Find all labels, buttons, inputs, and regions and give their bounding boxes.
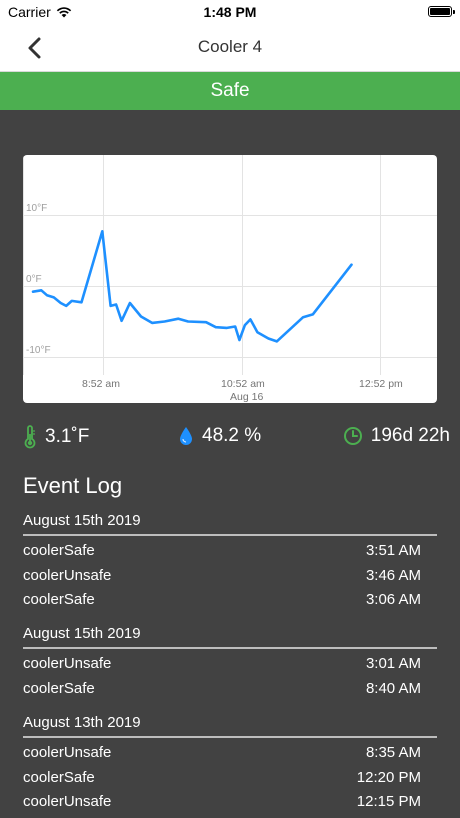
status-bar: Carrier 1:48 PM <box>0 0 460 24</box>
log-group-date: August 15th 2019 <box>23 512 141 529</box>
event-time: 3:01 AM <box>365 655 421 672</box>
status-time: 1:48 PM <box>203 4 257 20</box>
event-time: 12:15 PM <box>356 793 421 810</box>
log-group-date: August 13th 2019 <box>23 714 141 731</box>
chart-x-tick-label: 12:52 pm <box>359 378 403 390</box>
chart-svg: -10°F 0°F 10°F 8:52 am 10:52 am 12:52 pm Aug 1… <box>23 155 437 403</box>
wifi-icon <box>56 7 71 18</box>
humidity-value: 48.2 % <box>202 425 262 446</box>
chart-x-sublabel: Aug 16 <box>230 391 263 403</box>
event-name: coolerUnsafe <box>23 566 112 584</box>
clock-icon <box>343 427 362 445</box>
chart-y-tick-label: 0°F <box>26 274 42 285</box>
back-chevron-icon <box>28 37 41 59</box>
log-group-3: August 13th 2019 coolerUnsafe 8:35 AM co… <box>23 712 437 815</box>
event-name: coolerUnsafe <box>23 793 112 810</box>
list-item[interactable]: coolerUnsafe 8:35 AM <box>23 741 437 766</box>
temperature-chart[interactable]: -10°F 0°F 10°F 8:52 am 10:52 am 12:52 pm Aug 1… <box>23 155 437 403</box>
event-name: coolerSafe <box>23 768 95 786</box>
event-name: coolerSafe <box>23 591 95 608</box>
list-item[interactable]: coolerUnsafe 3:01 AM <box>23 652 437 677</box>
event-log-title: Event Log <box>23 473 123 498</box>
event-name: coolerSafe <box>23 679 95 697</box>
list-item[interactable]: coolerUnsafe 12:15 PM <box>23 790 437 815</box>
chart-x-tick-label: 10:52 am <box>221 378 265 390</box>
event-name: coolerSafe <box>23 542 95 559</box>
uptime-stat: 196d 22h <box>343 425 450 447</box>
water-drop-icon <box>180 427 192 445</box>
event-time: 8:35 AM <box>365 744 421 761</box>
uptime-value: 196d 22h <box>370 425 450 446</box>
chart-y-tick-label: -10°F <box>26 345 51 356</box>
event-time: 8:40 AM <box>365 679 421 697</box>
event-time: 3:06 AM <box>365 591 421 608</box>
chart-x-tick-label: 8:52 am <box>82 378 120 390</box>
back-button[interactable] <box>22 34 52 62</box>
divider <box>23 647 437 649</box>
event-name: coolerUnsafe <box>23 655 112 672</box>
chart-y-tick-label: 10°F <box>26 203 47 214</box>
chart-series-line <box>31 230 353 343</box>
battery-icon <box>428 6 455 17</box>
list-item[interactable]: coolerSafe 3:51 AM <box>23 539 437 564</box>
event-time: 3:51 AM <box>365 542 421 559</box>
list-item[interactable]: coolerSafe 3:06 AM <box>23 588 437 613</box>
humidity-stat: 48.2 % <box>178 425 261 447</box>
stats-row: 3.1˚F 48.2 % 196d 22h <box>0 425 460 453</box>
status-banner-label: Safe <box>210 80 250 101</box>
list-item[interactable]: coolerSafe 12:20 PM <box>23 766 437 791</box>
log-group-1: August 15th 2019 coolerSafe 3:51 AM cool… <box>23 510 437 613</box>
log-group-date: August 15th 2019 <box>23 625 141 642</box>
event-time: 3:46 AM <box>365 566 421 584</box>
log-group-2: August 15th 2019 coolerUnsafe 3:01 AM co… <box>23 623 437 701</box>
divider <box>23 534 437 536</box>
event-time: 12:20 PM <box>356 768 421 786</box>
list-item[interactable]: coolerUnsafe 3:46 AM <box>23 564 437 589</box>
temperature-value: 3.1˚F <box>45 426 90 447</box>
list-item[interactable]: coolerSafe 8:40 AM <box>23 677 437 702</box>
status-left: Carrier <box>8 4 72 20</box>
carrier-label: Carrier <box>8 4 51 20</box>
event-name: coolerUnsafe <box>23 744 112 761</box>
thermometer-icon <box>24 425 36 449</box>
temperature-stat: 3.1˚F <box>23 425 89 449</box>
divider <box>23 736 437 738</box>
nav-bar: Cooler 4 <box>0 24 460 72</box>
page-title: Cooler 4 <box>197 37 263 56</box>
status-banner: Safe <box>0 72 460 110</box>
